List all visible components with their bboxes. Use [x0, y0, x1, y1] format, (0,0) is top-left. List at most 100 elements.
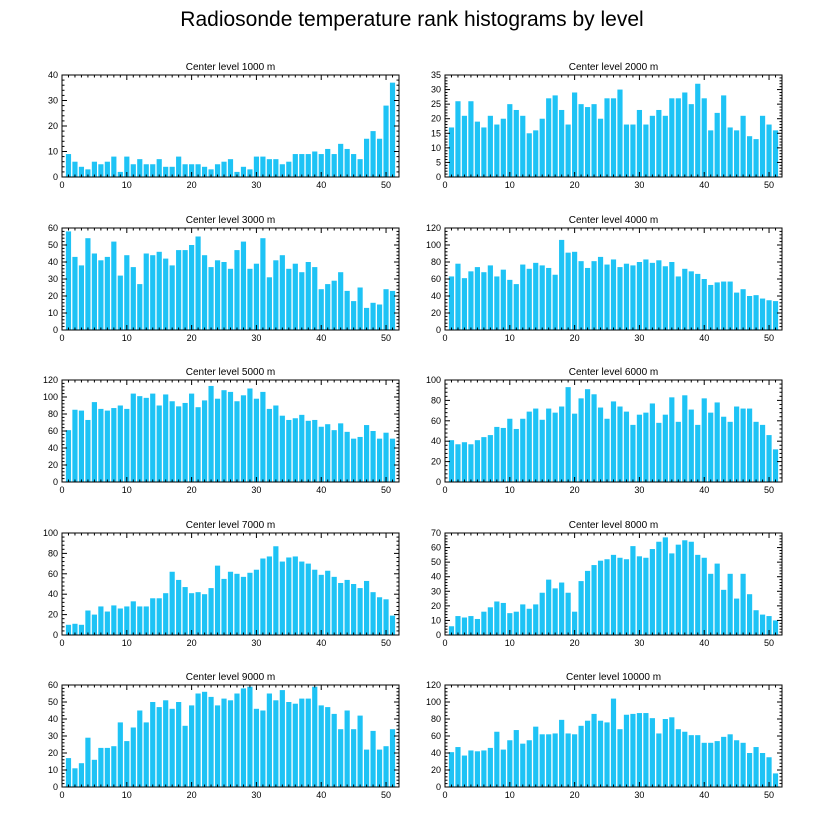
rank-histogram-panel: Center level 4000 m 0 10 20 30 40 50 0 20 40 60 80 1… [426, 215, 783, 343]
histogram-bar [344, 579, 350, 635]
y-tick-label: 40 [48, 70, 58, 80]
y-tick-label: 100 [43, 528, 58, 538]
histogram-bar [260, 238, 266, 330]
x-tick-label: 50 [764, 485, 774, 495]
histogram-bar [494, 601, 500, 635]
histogram-bar [623, 124, 630, 177]
histogram-bar [78, 763, 85, 787]
x-tick-label: 50 [764, 333, 774, 343]
histogram-bar [195, 592, 201, 635]
x-tick-label: 10 [122, 638, 132, 648]
histogram-bar [772, 301, 779, 330]
histogram-bar [772, 620, 779, 635]
histogram-bar [130, 393, 136, 482]
histogram-bar [701, 742, 707, 787]
histogram-bar [292, 154, 298, 177]
histogram-bar [513, 730, 519, 787]
histogram-bar [189, 705, 195, 787]
y-tick-label: 20 [431, 457, 441, 467]
histogram-bar [565, 733, 571, 787]
histogram-bar [682, 268, 688, 330]
histogram-bar [338, 143, 344, 177]
histogram-bar [610, 98, 617, 177]
x-tick-label: 10 [122, 180, 132, 190]
histogram-bar [279, 561, 285, 635]
histogram-bar [604, 722, 610, 787]
x-tick-label: 40 [316, 485, 326, 495]
histogram-bar [137, 396, 143, 482]
histogram-bar [325, 707, 331, 787]
histogram-bar [604, 559, 610, 635]
histogram-bar [364, 307, 370, 330]
histogram-bar [376, 138, 383, 177]
y-tick-label: 30 [48, 96, 58, 106]
rank-histogram-panel: Center level 7000 m 0 10 20 30 40 50 0 20 40 60 80 1… [43, 520, 400, 648]
histogram-bar [331, 154, 337, 177]
y-tick-label: 10 [48, 147, 58, 157]
histogram-bar [351, 584, 357, 635]
histogram-bar [766, 124, 772, 177]
histogram-bar [201, 594, 208, 635]
histogram-bar [182, 402, 188, 482]
histogram-bar [669, 262, 675, 330]
histogram-bar [91, 253, 97, 330]
panel-title: Center level 5000 m [186, 367, 276, 378]
x-tick-label: 20 [187, 180, 197, 190]
panel-title: Center level 8000 m [569, 520, 659, 531]
histogram-bar [688, 271, 694, 330]
x-tick-label: 30 [634, 485, 644, 495]
histogram-bar [65, 154, 72, 177]
histogram-bar [630, 546, 636, 635]
histogram-bar [649, 262, 655, 330]
histogram-bar [610, 259, 617, 330]
histogram-bar [364, 580, 370, 635]
histogram-bar [279, 690, 285, 787]
histogram-bar [572, 611, 578, 635]
histogram-bar [643, 259, 649, 330]
histogram-bar [688, 409, 694, 482]
histogram-bar [331, 713, 337, 787]
histogram-bar [759, 614, 766, 635]
histogram-bar [727, 127, 733, 177]
histogram-bar [279, 255, 285, 330]
y-tick-label: 40 [48, 714, 58, 724]
histogram-bar [520, 743, 526, 787]
rank-histogram-panel: Center level 9000 m 0 10 20 30 40 50 0 10 20 30 40 5… [48, 672, 400, 800]
histogram-bar [494, 276, 500, 330]
histogram-bar [533, 408, 539, 482]
histogram-bar [753, 421, 759, 482]
histogram-bar [695, 83, 701, 177]
histogram-bar [312, 569, 318, 635]
histogram-bar [208, 696, 214, 787]
histogram-bar [708, 742, 714, 787]
x-tick-label: 10 [505, 333, 515, 343]
histogram-bar [104, 256, 110, 330]
x-tick-label: 40 [699, 180, 709, 190]
histogram-bar [312, 267, 318, 330]
y-tick-label: 80 [48, 409, 58, 419]
histogram-bar [487, 435, 493, 482]
histogram-bar [299, 154, 305, 177]
x-tick-label: 20 [187, 638, 197, 648]
histogram-bar [208, 267, 214, 330]
y-tick-label: 10 [48, 765, 58, 775]
histogram-bar [448, 276, 455, 330]
histogram-bar [740, 289, 746, 330]
histogram-bar [376, 597, 383, 635]
histogram-bar [221, 390, 227, 482]
x-tick-label: 0 [442, 638, 447, 648]
histogram-bar [714, 402, 720, 482]
histogram-bar [526, 133, 532, 177]
x-tick-label: 30 [251, 790, 261, 800]
histogram-bar [630, 424, 636, 482]
histogram-bar [740, 742, 746, 787]
histogram-bar [169, 708, 175, 787]
y-tick-label: 20 [48, 291, 58, 301]
histogram-bar [137, 284, 143, 330]
histogram-bar [163, 166, 169, 177]
y-tick-label: 25 [431, 99, 441, 109]
histogram-bar [364, 138, 370, 177]
histogram-bar [130, 164, 136, 177]
histogram-bar [163, 593, 169, 635]
